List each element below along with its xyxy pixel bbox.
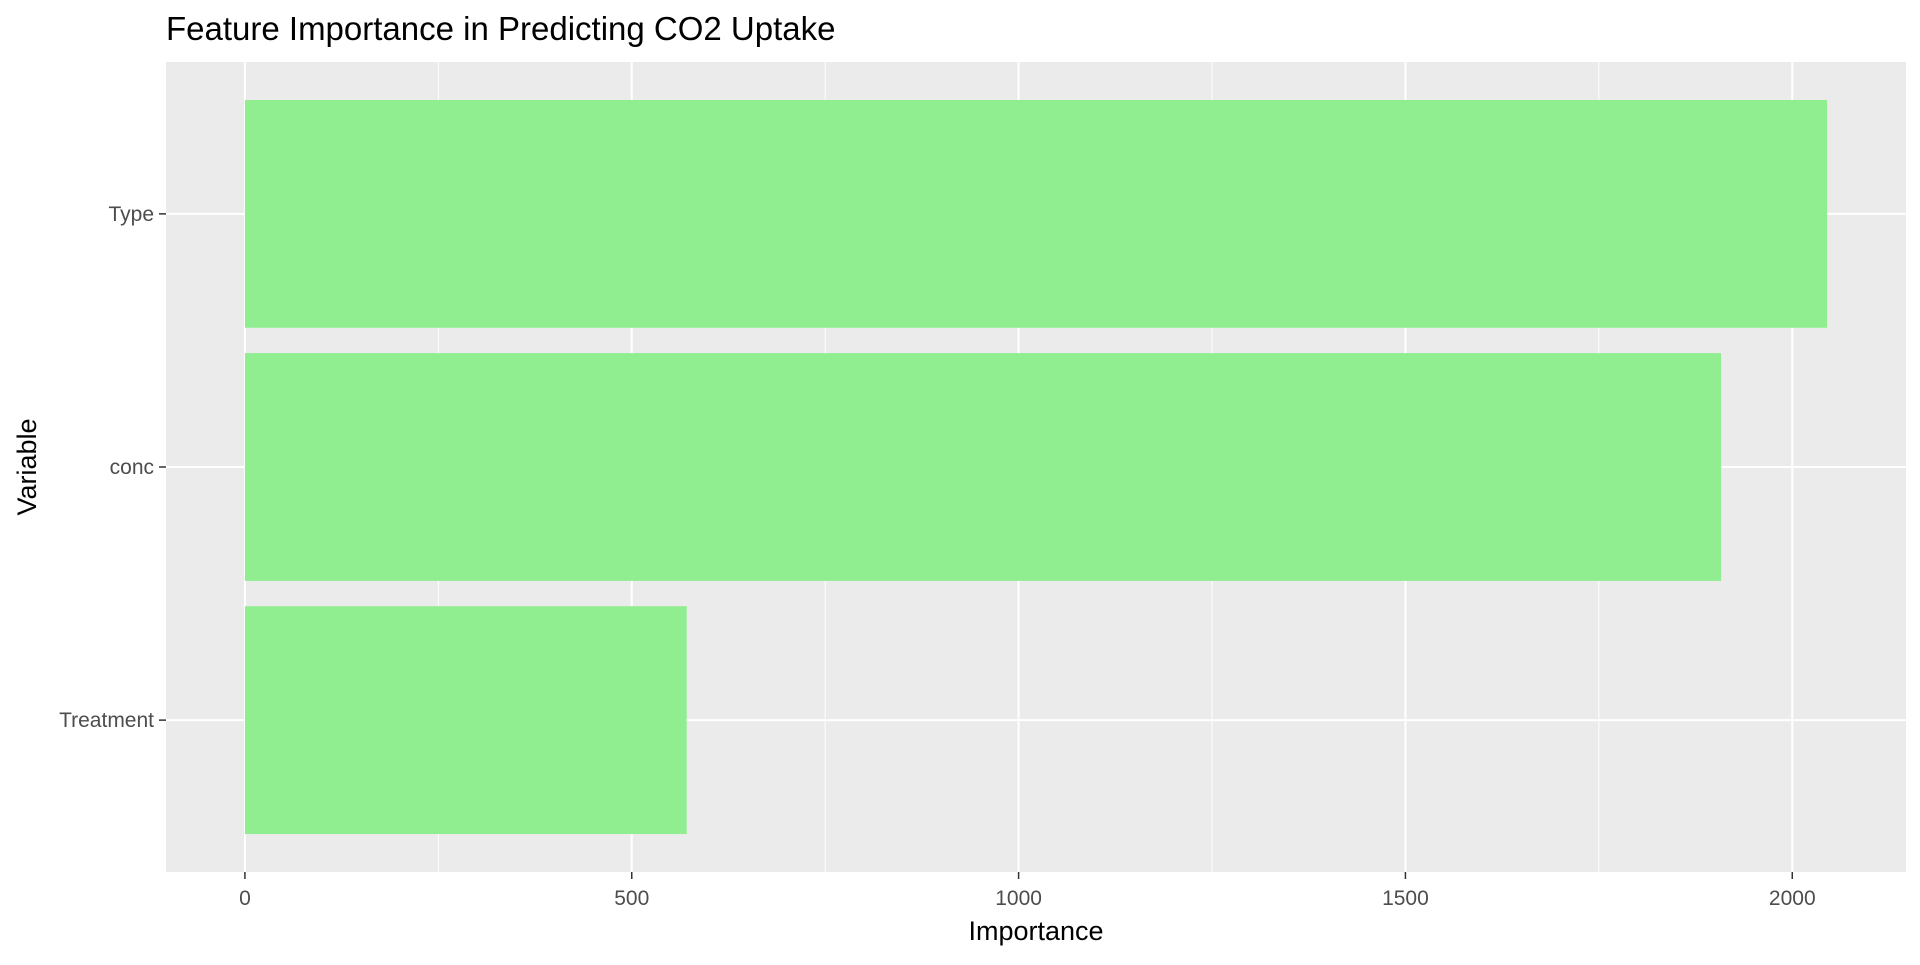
bar-type (244, 99, 1828, 328)
y-tick-label: conc (110, 456, 154, 479)
x-axis: 0 500 1000 1500 2000 (239, 872, 1816, 910)
x-tick-label: 1500 (1382, 887, 1429, 910)
bar-conc (244, 353, 1722, 581)
x-tick-label: 1000 (995, 887, 1042, 910)
bar-treatment (244, 606, 687, 835)
bars (244, 99, 1828, 835)
x-tick-label: 500 (614, 887, 649, 910)
y-tick-label: Treatment (59, 709, 154, 732)
y-axis: Type conc Treatment (59, 203, 166, 732)
y-axis-title: Variable (12, 418, 42, 515)
y-tick-label: Type (108, 203, 154, 226)
x-axis-title: Importance (968, 916, 1103, 946)
x-tick-label: 0 (239, 887, 251, 910)
x-tick-label: 2000 (1769, 887, 1816, 910)
chart-title: Feature Importance in Predicting CO2 Upt… (166, 10, 836, 47)
